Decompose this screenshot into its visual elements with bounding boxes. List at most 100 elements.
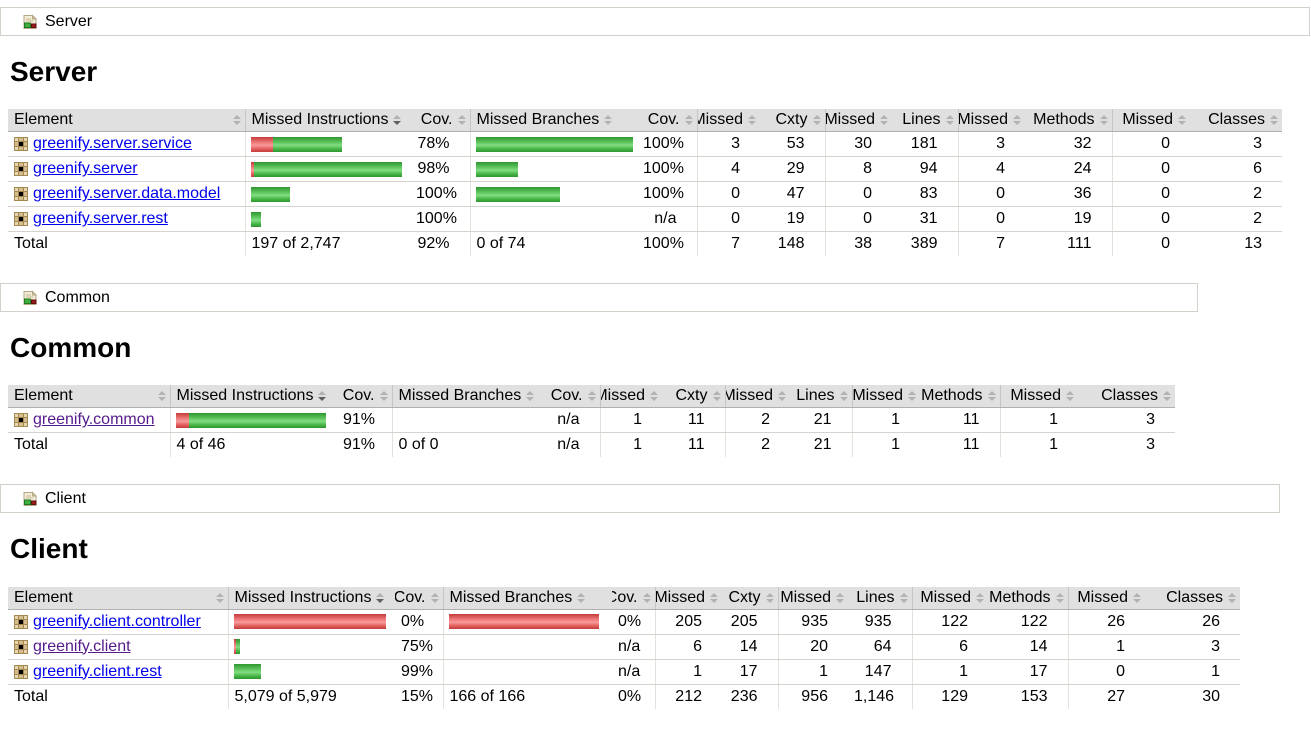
counter-cell: 935 — [848, 609, 912, 635]
counter-cell: 3 — [1190, 131, 1282, 158]
counter-cell: 26 — [1067, 609, 1145, 635]
column-header-missed-lines[interactable]: Missed — [824, 109, 892, 133]
column-header-classes[interactable]: Classes — [1190, 109, 1282, 133]
total-branches: 0 of 74 — [469, 231, 637, 257]
branches-bar-cell — [442, 609, 612, 635]
package-link[interactable]: greenify.server.service — [33, 135, 192, 153]
total-branches-coverage: 0% — [618, 687, 642, 705]
counter-cell: 26 — [1145, 609, 1240, 635]
counter-cell: 0 — [957, 181, 1025, 208]
column-header-methods[interactable]: Methods — [920, 385, 1000, 409]
package-link[interactable]: greenify.server — [33, 160, 138, 178]
column-header-branches-cov[interactable]: Cov. — [637, 109, 697, 133]
package-icon — [14, 212, 28, 227]
sort-icon — [157, 391, 166, 402]
missed-bar-segment — [233, 639, 236, 655]
branches-bar — [476, 212, 636, 227]
column-header-missed-branches[interactable]: Missed Branches — [442, 586, 612, 610]
column-header-lines[interactable]: Lines — [790, 385, 852, 409]
sort-icon — [880, 115, 888, 126]
column-header-missed-branches[interactable]: Missed Branches — [469, 109, 637, 133]
column-header-element[interactable]: Element — [8, 586, 228, 610]
column-header-instructions-cov[interactable]: Cov. — [337, 385, 392, 409]
column-header-instructions-cov[interactable]: Cov. — [410, 109, 470, 133]
column-header-branches-cov[interactable]: Cov. — [547, 385, 600, 409]
package-icon — [14, 664, 28, 679]
column-header-missed-methods[interactable]: Missed — [957, 109, 1025, 133]
counter-cell: 147 — [848, 659, 912, 685]
column-header-cxty[interactable]: Cxty — [760, 109, 825, 133]
column-label: Classes — [1208, 111, 1265, 129]
total-label: Total — [14, 235, 48, 253]
column-header-missed-cxty[interactable]: Missed — [599, 385, 662, 409]
counter-cell: 19 — [1025, 206, 1112, 233]
column-header-lines[interactable]: Lines — [892, 109, 958, 133]
column-header-element[interactable]: Element — [8, 385, 170, 409]
column-header-missed-instructions[interactable]: Missed Instructions — [227, 586, 395, 610]
column-label: Missed — [725, 387, 773, 405]
package-link[interactable]: greenify.server.data.model — [33, 185, 221, 203]
column-header-element[interactable]: Element — [8, 109, 245, 133]
total-counter-cell: 212 — [654, 684, 722, 709]
counter-cell: 0 — [824, 206, 892, 233]
column-header-classes[interactable]: Classes — [1078, 385, 1175, 409]
sort-icon — [899, 592, 908, 603]
column-header-missed-instructions[interactable]: Missed Instructions — [244, 109, 410, 133]
counter-cell: 0 — [696, 181, 760, 208]
total-instructions: 197 of 2,747 — [244, 231, 410, 257]
package-link[interactable]: greenify.client — [33, 637, 131, 655]
column-header-missed-branches[interactable]: Missed Branches — [391, 385, 547, 409]
column-header-missed-classes[interactable]: Missed — [1067, 586, 1145, 610]
column-label: Missed — [1010, 387, 1061, 405]
column-header-missed-classes[interactable]: Missed — [999, 385, 1078, 409]
column-header-classes[interactable]: Classes — [1145, 586, 1240, 610]
counter-cell: 0 — [1067, 659, 1145, 685]
package-link[interactable]: greenify.client.rest — [33, 662, 162, 680]
column-header-missed-lines[interactable]: Missed — [777, 586, 848, 610]
sort-icon — [1013, 115, 1021, 126]
instructions-coverage: 100% — [410, 181, 470, 208]
sort-icon — [1099, 115, 1108, 126]
counter-cell: 3 — [696, 131, 760, 158]
total-label: Total — [14, 436, 48, 454]
column-header-missed-classes[interactable]: Missed — [1111, 109, 1190, 133]
column-header-missed-methods[interactable]: Missed — [911, 586, 988, 610]
instructions-bar — [250, 211, 409, 227]
column-header-methods[interactable]: Methods — [988, 586, 1068, 610]
instructions-bar-cell — [227, 634, 395, 660]
column-header-methods[interactable]: Methods — [1025, 109, 1112, 133]
instructions-bar — [233, 664, 394, 680]
package-link[interactable]: greenify.server.rest — [33, 210, 168, 228]
instructions-bar-cell — [244, 156, 410, 183]
element-cell: greenify.client.rest — [8, 659, 228, 685]
sort-icon — [1055, 592, 1064, 603]
report-icon — [22, 13, 38, 30]
column-header-missed-cxty[interactable]: Missed — [696, 109, 760, 133]
column-label: Missed — [958, 111, 1008, 129]
counter-cell: 0 — [824, 181, 892, 208]
total-row: Total 197 of 2,747 92% 0 of 74 100% 7 148 38 389… — [8, 231, 1282, 257]
total-counter-cell: 148 — [777, 235, 805, 253]
column-header-missed-methods[interactable]: Missed — [851, 385, 920, 409]
column-header-lines[interactable]: Lines — [848, 586, 912, 610]
package-icon — [14, 137, 28, 152]
branches-bar-cell — [469, 206, 637, 233]
column-label: Classes — [1166, 588, 1223, 606]
instructions-bar — [250, 186, 409, 202]
column-header-branches-cov[interactable]: Cov. — [612, 586, 655, 610]
package-icon — [14, 162, 28, 177]
column-header-missed-instructions[interactable]: Missed Instructions — [169, 385, 337, 409]
column-header-missed-cxty[interactable]: Missed — [654, 586, 722, 610]
column-header-cxty[interactable]: Cxty — [662, 385, 725, 409]
total-counter-cell: 129 — [911, 684, 988, 709]
package-link[interactable]: greenify.client.controller — [33, 612, 201, 630]
total-instructions-coverage: 91% — [343, 436, 376, 454]
total-counter-cell: 21 — [813, 436, 832, 454]
column-header-missed-lines[interactable]: Missed — [724, 385, 790, 409]
column-label: Element — [14, 588, 73, 606]
column-header-cxty[interactable]: Cxty — [722, 586, 778, 610]
counter-cell: 2 — [1190, 181, 1282, 208]
column-header-instructions-cov[interactable]: Cov. — [395, 586, 443, 610]
package-link[interactable]: greenify.common — [33, 411, 155, 429]
counter-cell: 3 — [1078, 407, 1175, 434]
